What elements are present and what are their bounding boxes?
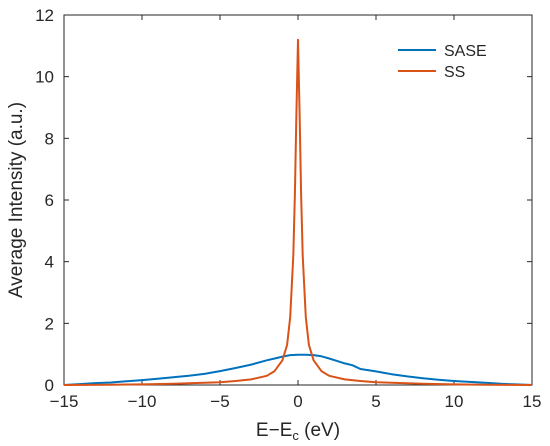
x-tick-label: 5 xyxy=(371,392,380,411)
x-tick-label: −5 xyxy=(210,392,229,411)
series-line-ss xyxy=(63,38,533,386)
x-tick-label: −15 xyxy=(50,392,79,411)
y-tick-label: 10 xyxy=(35,68,54,87)
x-tick-label: 15 xyxy=(523,392,542,411)
y-tick-label: 6 xyxy=(45,191,54,210)
y-axis-label: Average Intensity (a.u.) xyxy=(6,102,27,298)
y-tick-label: 8 xyxy=(45,129,54,148)
y-tick-label: 2 xyxy=(45,314,54,333)
y-tick-label: 0 xyxy=(45,376,54,395)
y-tick-label: 12 xyxy=(35,6,54,25)
series-layer xyxy=(63,38,533,386)
x-tick-label: 10 xyxy=(445,392,464,411)
x-axis-label: E−Ec (eV) xyxy=(256,420,340,443)
x-tick-label: 0 xyxy=(293,392,302,411)
axis-ticks: −15 −10 −5 0 5 10 15 0 2 4 6 8 10 12 xyxy=(35,6,541,411)
y-tick-label: 4 xyxy=(45,253,54,272)
x-tick-label: −10 xyxy=(128,392,157,411)
legend: SASE SS xyxy=(398,43,487,81)
legend-label: SS xyxy=(444,64,465,81)
series-line-sase xyxy=(63,353,533,386)
legend-label: SASE xyxy=(444,43,487,60)
